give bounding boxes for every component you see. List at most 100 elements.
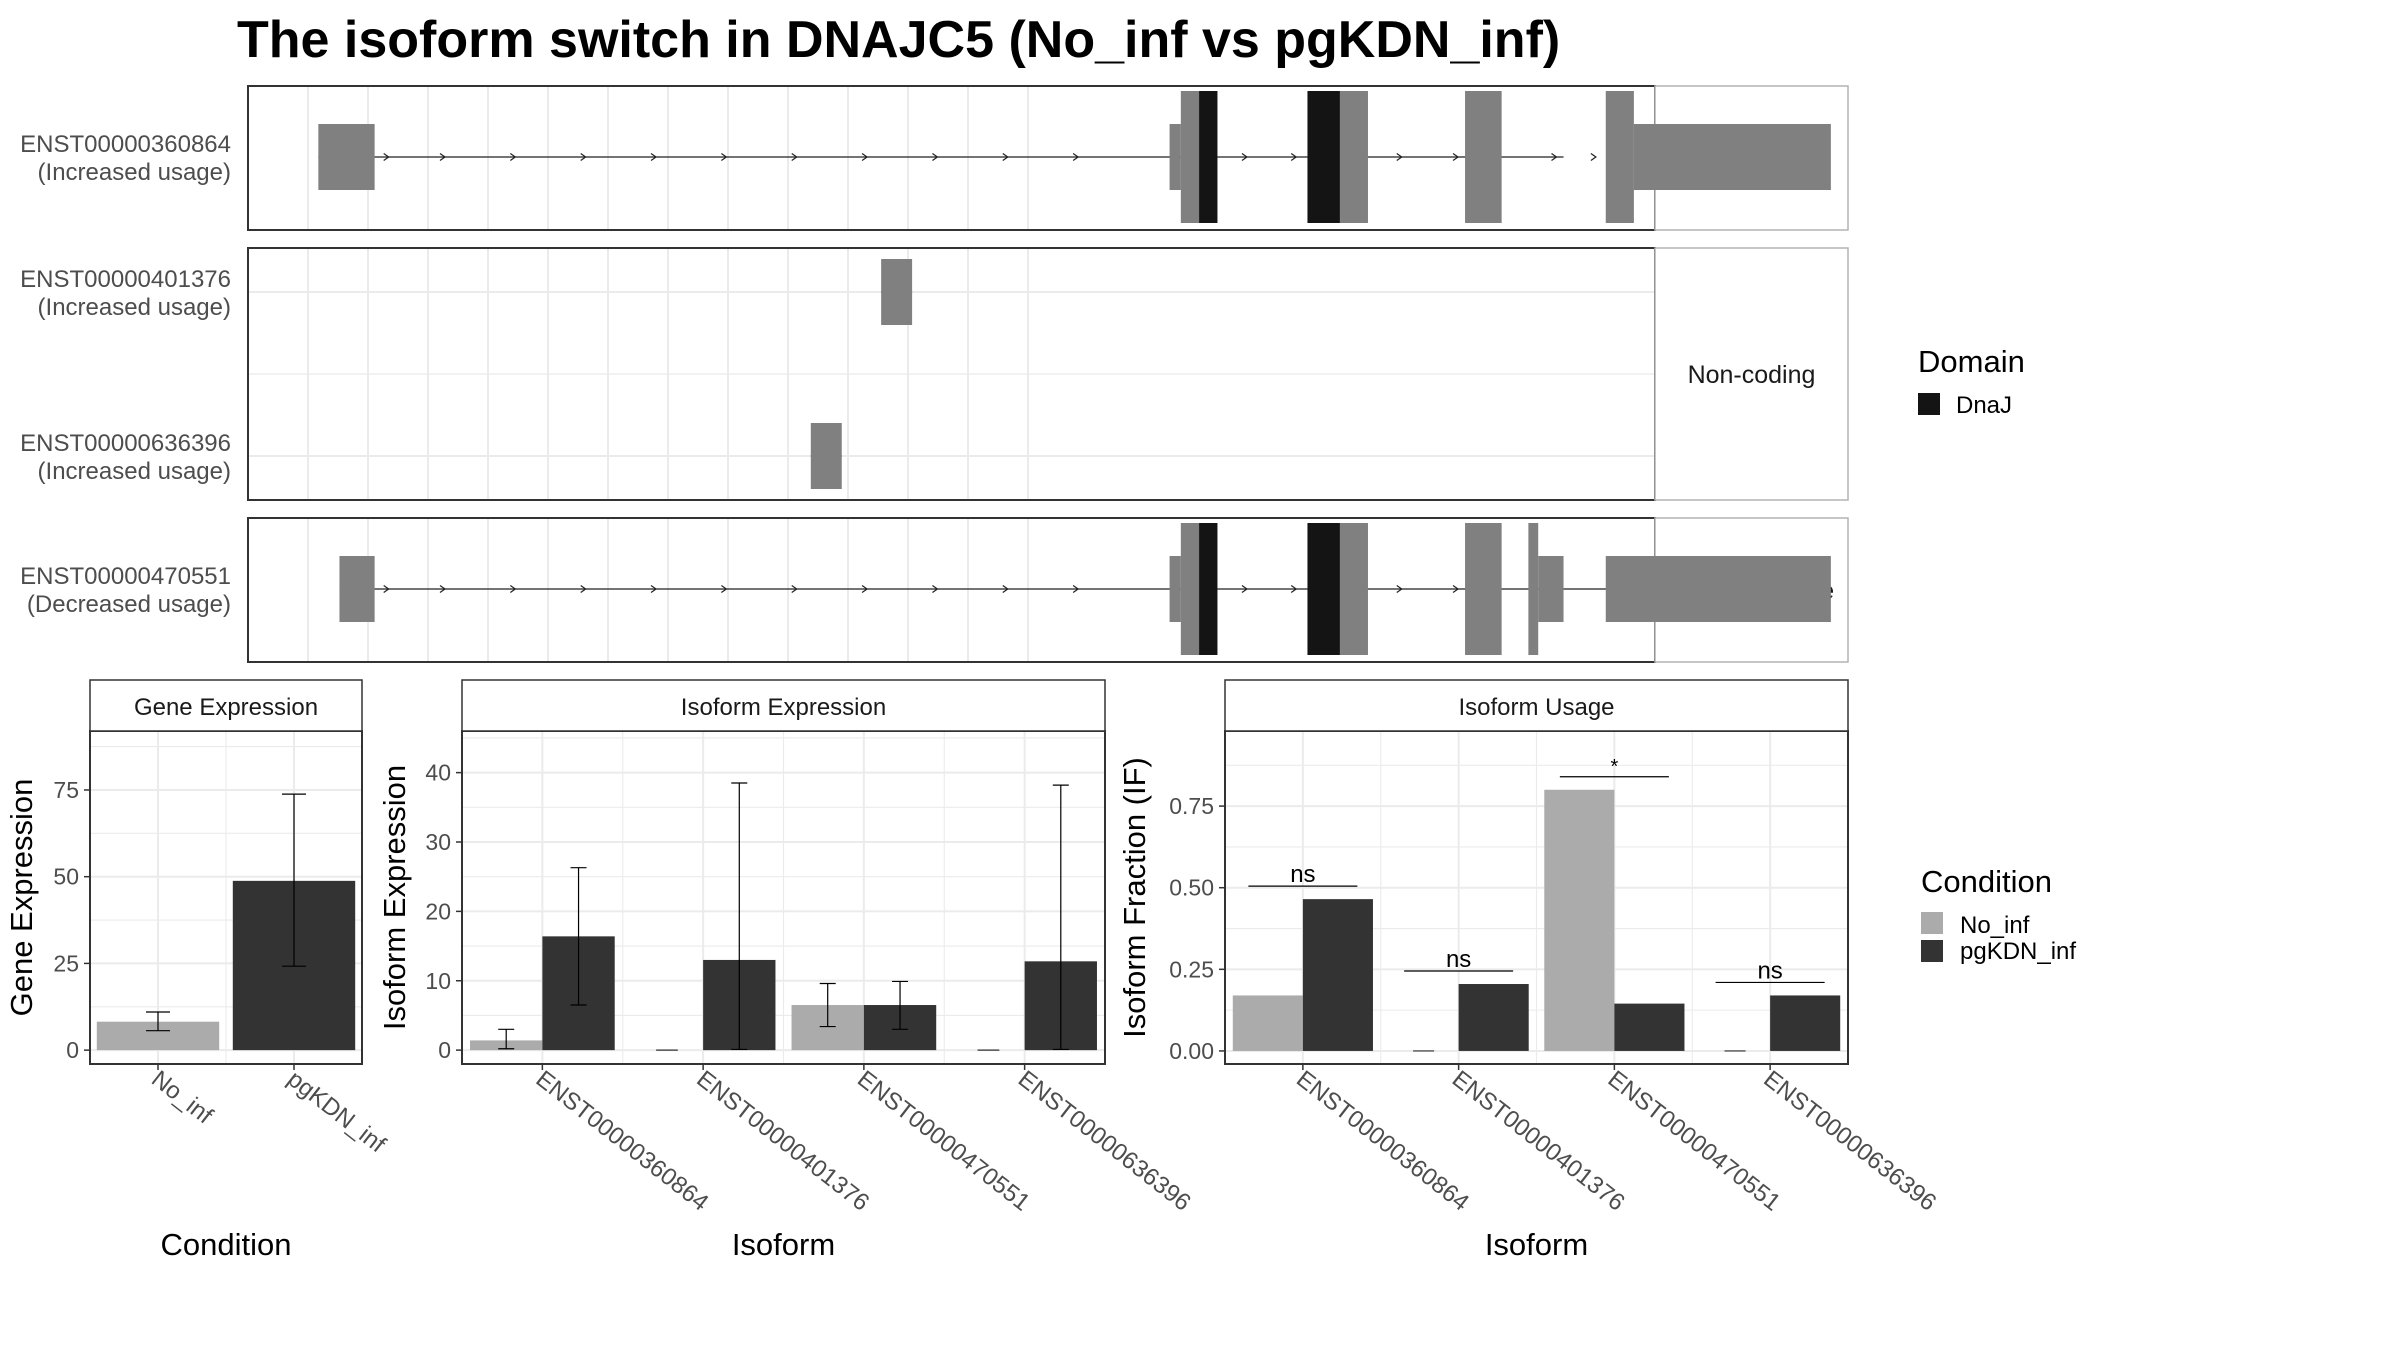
strand-arrow [1396,153,1403,161]
x-tick-label: ENST00000360864 [531,1065,714,1216]
strand-arrow [383,585,390,593]
condition-legend-key-pgkdn-inf [1921,940,1943,962]
utr-exon [1169,556,1181,622]
significance-label: ns [1446,946,1471,973]
gene-expression-panel: Gene Expression 0 25 50 75 No_inf pgKDN_inf Con… [4,679,391,1262]
transcript-usage-label: (Increased usage) [38,294,231,321]
domain-legend: Domain DnaJ [1918,344,2025,419]
x-tick-label: ENST00000636396 [1758,1065,1941,1216]
bar-pgKDN_inf-ENST00000470551 [1614,1003,1685,1051]
transcript-ENST00000636396: ENST00000636396(Increased usage) [20,423,842,489]
strand-arrow [1290,153,1298,161]
y-tick-label: 0.00 [1169,1038,1214,1064]
y-tick-label: 20 [425,898,451,924]
dnaj-domain [1307,523,1340,655]
transcript-ENST00000401376: ENST00000401376(Increased usage) [20,259,913,325]
facet-label: Non-coding [1688,361,1816,389]
strand-arrow [1452,585,1460,593]
bar-pgKDN_inf-ENST00000636396 [1770,995,1841,1051]
x-axis-title: Condition [161,1227,292,1262]
panel-strip-label: Gene Expression [134,694,318,721]
strand-arrow [650,153,658,161]
bar-No_inf-ENST00000470551 [1544,789,1615,1051]
y-tick-label: 25 [53,950,79,976]
transcript-ENST00000470551: ENST00000470551(Decreased usage) [20,523,1831,655]
utr-exon [1633,124,1831,190]
bar-No_inf-ENST00000360864 [1232,995,1303,1051]
panel-border [247,517,1656,663]
strand-arrow [650,585,658,593]
strand-arrow [721,153,728,161]
strand-arrow [509,153,517,161]
x-tick-label: ENST00000401376 [1447,1065,1630,1216]
transcript-usage-label: (Increased usage) [38,458,231,485]
domain-legend-label: DnaJ [1956,392,2012,419]
coding-exon [1605,91,1634,223]
strand-arrow [1072,153,1080,161]
panel-strip [461,679,1106,732]
panel-strip [89,679,363,732]
error-bar [819,982,836,1028]
y-axis-title: Isoform Expression [377,765,412,1030]
facet-strip [1654,247,1849,501]
y-tick-label: 0.25 [1169,956,1214,982]
strand-arrow [1452,153,1460,161]
error-bar [570,867,587,1006]
strand-arrow [1551,153,1558,161]
strand-arrow [791,585,798,593]
coding-exon [1465,91,1502,223]
strand-arrow [861,585,869,593]
strand-arrow [1002,153,1009,161]
x-tick-label: ENST00000636396 [1013,1065,1196,1216]
error-bar [146,1011,170,1032]
transcript-usage-label: (Increased usage) [38,159,231,186]
x-tick-label: ENST00000470551 [1603,1065,1786,1216]
strand-arrow [580,153,587,161]
utr-exon [318,124,375,190]
strand-arrow [1396,585,1403,593]
strand-arrow [861,153,869,161]
coding-exon [1465,523,1502,655]
coding-exon [1528,523,1539,655]
strand-arrow [439,585,447,593]
x-tick-label: ENST00000401376 [691,1065,874,1216]
significance-label: * [1610,756,1618,778]
panel-strip-label: Isoform Usage [1458,694,1614,721]
panel-border [247,85,1656,231]
figure-title: The isoform switch in DNAJC5 (No_inf vs … [237,11,1560,69]
strand-arrow [580,585,587,593]
domain-legend-title: Domain [1918,344,2025,379]
strand-arrow [721,585,728,593]
transcript-usage-label: (Decreased usage) [27,591,231,618]
isoform-expression-panel: Isoform Expression 0 10 20 30 40 ENST000003608… [377,679,1196,1262]
bar-pgKDN_inf-ENST00000360864 [1302,899,1373,1051]
strand-arrow [791,153,798,161]
transcript-id-label: ENST00000401376 [20,266,231,293]
utr-exon [1169,124,1181,190]
error-bar [498,1028,515,1050]
x-tick-label: pgKDN_inf [282,1065,390,1158]
strand-arrow [932,585,939,593]
strand-arrow [1072,585,1080,593]
significance-label: ns [1290,861,1315,888]
gene-structure-plot: CodingNon-codingNMD SensitiveENST0000036… [20,85,1849,663]
error-bar [282,793,306,967]
y-tick-label: 40 [425,760,451,786]
transcript-id-label: ENST00000470551 [20,563,231,590]
x-axis-title: Isoform [1485,1227,1588,1262]
transcript-id-label: ENST00000636396 [20,430,231,457]
isoform-usage-panel: ns ns * ns Isoform Usage 0.00 0.25 0.50 0.75 ENST… [1117,679,1941,1262]
condition-legend-title: Condition [1921,864,2052,899]
utr-exon [339,556,375,622]
y-tick-label: 50 [53,864,79,890]
utr-exon [881,259,913,325]
strand-arrow [1290,585,1298,593]
y-tick-label: 0.50 [1169,875,1214,901]
y-tick-label: 0 [66,1037,79,1063]
dnaj-domain [1199,523,1218,655]
bar-pgKDN_inf-ENST00000401376 [1458,984,1529,1051]
x-tick-label: No_inf [146,1065,218,1129]
error-bar [731,782,748,1051]
dnaj-domain [1307,91,1340,223]
